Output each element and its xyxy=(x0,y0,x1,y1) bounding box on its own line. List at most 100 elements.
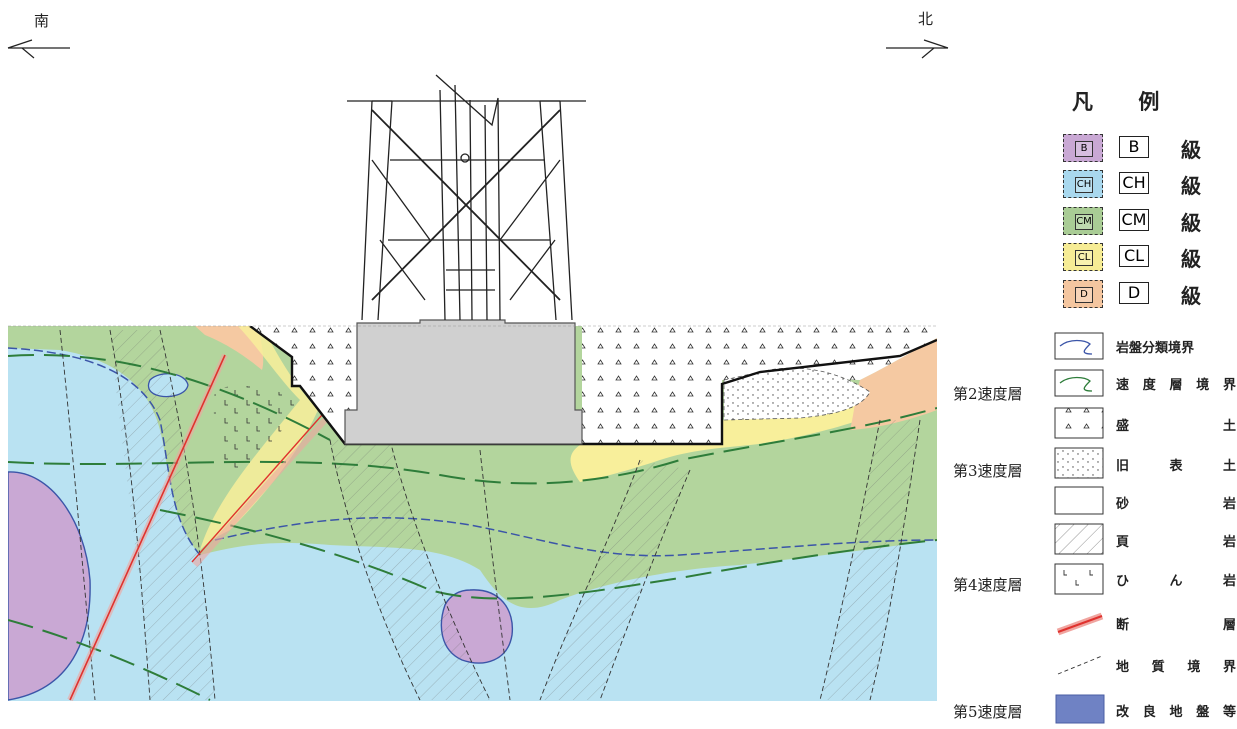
velocity-layer-boundary-icon xyxy=(1054,369,1104,397)
legend-title-char: 例 xyxy=(1138,90,1160,114)
north-arrow-icon xyxy=(886,39,949,59)
rock-classification-boundary-label: 岩盤分類境界 xyxy=(1116,337,1236,356)
shale-label: 頁岩 xyxy=(1116,531,1236,550)
old-topsoil-icon xyxy=(1054,447,1104,479)
improved-ground-label: 改良地盤等 xyxy=(1116,701,1236,720)
label-char: 境 xyxy=(1187,660,1201,675)
velocity-boundary-5 xyxy=(8,619,211,701)
label-char: 改 xyxy=(1116,705,1130,720)
shale-band-2 xyxy=(330,440,490,700)
grade-b-code: B xyxy=(1119,136,1149,158)
label-char: 等 xyxy=(1222,705,1236,720)
sandstone-label: 砂岩 xyxy=(1116,493,1236,512)
legend-fault: 断層 xyxy=(1055,610,1236,636)
grade-d-swatch: D xyxy=(1063,280,1103,308)
rock-classification-boundary-icon xyxy=(1054,332,1104,360)
legend-old-topsoil: 旧表土 xyxy=(1055,451,1236,477)
legend-title-char: 凡 xyxy=(1072,90,1093,114)
legend-velocity-layer-boundary: 速度層境界 xyxy=(1055,370,1236,396)
label-char: 層 xyxy=(1169,378,1183,393)
fault-lines xyxy=(67,353,328,701)
grade-b-swatch: B xyxy=(1063,134,1103,162)
b-grade-zone-left xyxy=(8,471,91,701)
grade-ch-code: CH xyxy=(1119,172,1149,194)
shale-band-4 xyxy=(820,420,920,700)
hinrock-zone xyxy=(213,385,300,480)
grade-d-kyu: 級 xyxy=(1181,284,1201,308)
label-char: 質 xyxy=(1151,660,1165,675)
label-char: 速 xyxy=(1116,378,1130,393)
label-char: 界 xyxy=(1222,378,1236,393)
label-char: ん xyxy=(1169,574,1183,589)
grade-b-kyu: 級 xyxy=(1181,138,1201,162)
label-char: 表 xyxy=(1169,459,1183,474)
hinrock-label: ひん岩 xyxy=(1116,570,1236,589)
grade-ch-swatch: CH xyxy=(1063,170,1103,198)
shale-band-1 xyxy=(110,330,215,700)
label-char: 岩 xyxy=(1116,341,1130,356)
label-char: 地 xyxy=(1169,705,1183,720)
label-char: 境 xyxy=(1196,378,1210,393)
grade-d-code: D xyxy=(1119,282,1149,304)
d-grade-zone-left xyxy=(195,326,264,370)
label-char: ひ xyxy=(1116,574,1130,589)
legend-hinrock: ひん岩 xyxy=(1055,566,1236,592)
grade-cm-kyu: 級 xyxy=(1181,211,1201,235)
velocity-boundary-2 xyxy=(8,353,331,441)
label-char: 盤 xyxy=(1196,705,1210,720)
improved-ground-icon xyxy=(1055,694,1105,724)
cl-fault-band xyxy=(200,326,318,550)
shale-band-3 xyxy=(540,460,690,700)
velocity-layer-3-label: 第3速度層 xyxy=(953,462,1023,480)
geologic-boundary-icon xyxy=(1057,655,1103,675)
north-label: 北 xyxy=(918,10,934,28)
label-char: 岩 xyxy=(1222,497,1236,512)
grade-cl-swatch: CL xyxy=(1063,243,1103,271)
old-topsoil-label: 旧表土 xyxy=(1116,455,1236,474)
shale-icon xyxy=(1054,523,1104,555)
south-arrow-icon xyxy=(7,39,70,59)
label-char: 分 xyxy=(1142,341,1156,356)
grade-cl-code: CL xyxy=(1119,245,1149,267)
label-char: 盤 xyxy=(1129,341,1143,356)
sandstone-icon xyxy=(1054,486,1104,515)
label-char: 断 xyxy=(1116,618,1130,633)
legend-geologic-boundary: 地質境界 xyxy=(1055,652,1236,678)
d-grade-zone xyxy=(850,338,937,430)
label-char: 岩 xyxy=(1222,535,1236,550)
grade-cm-swatch-text: CM xyxy=(1075,214,1093,230)
legend-embankment: 盛土 xyxy=(1055,411,1236,437)
label-char: 土 xyxy=(1222,459,1236,474)
fault-label: 断層 xyxy=(1116,614,1236,633)
velocity-layer-5-label: 第5速度層 xyxy=(953,703,1023,721)
embankment-fill xyxy=(250,326,937,444)
grade-cl-swatch-text: CL xyxy=(1075,250,1093,266)
grade-cm-code: CM xyxy=(1119,209,1149,231)
fault-icon xyxy=(1056,612,1104,636)
label-char: 地 xyxy=(1116,660,1130,675)
geologic-boundary-label: 地質境界 xyxy=(1116,656,1236,675)
legend-shale: 頁岩 xyxy=(1055,527,1236,553)
label-char: 界 xyxy=(1181,341,1195,356)
embankment-label: 盛土 xyxy=(1116,415,1236,434)
legend-grade-d: D D 級 xyxy=(1063,280,1233,308)
legend-title: 凡 例 xyxy=(1072,86,1192,116)
legend-grade-cl: CL CL 級 xyxy=(1063,243,1233,271)
velocity-layer-boundary-label: 速度層境界 xyxy=(1116,374,1236,393)
concrete-foundation xyxy=(344,319,583,445)
embankment-icon xyxy=(1054,407,1104,439)
label-char: 頁 xyxy=(1116,535,1130,550)
legend-improved-ground: 改良地盤等 xyxy=(1055,697,1236,723)
label-char: 良 xyxy=(1142,705,1156,720)
hinrock-icon xyxy=(1054,563,1104,595)
grade-ch-kyu: 級 xyxy=(1181,174,1201,198)
label-char: 度 xyxy=(1142,378,1156,393)
grade-cl-kyu: 級 xyxy=(1181,247,1201,271)
label-char: 類 xyxy=(1155,341,1169,356)
grade-b-swatch-text: B xyxy=(1075,141,1093,157)
label-char: 境 xyxy=(1168,341,1182,356)
legend-grade-cm: CM CM 級 xyxy=(1063,207,1233,235)
label-char: 砂 xyxy=(1116,497,1130,512)
geologic-boundaries xyxy=(59,329,921,701)
label-char: 旧 xyxy=(1116,459,1130,474)
